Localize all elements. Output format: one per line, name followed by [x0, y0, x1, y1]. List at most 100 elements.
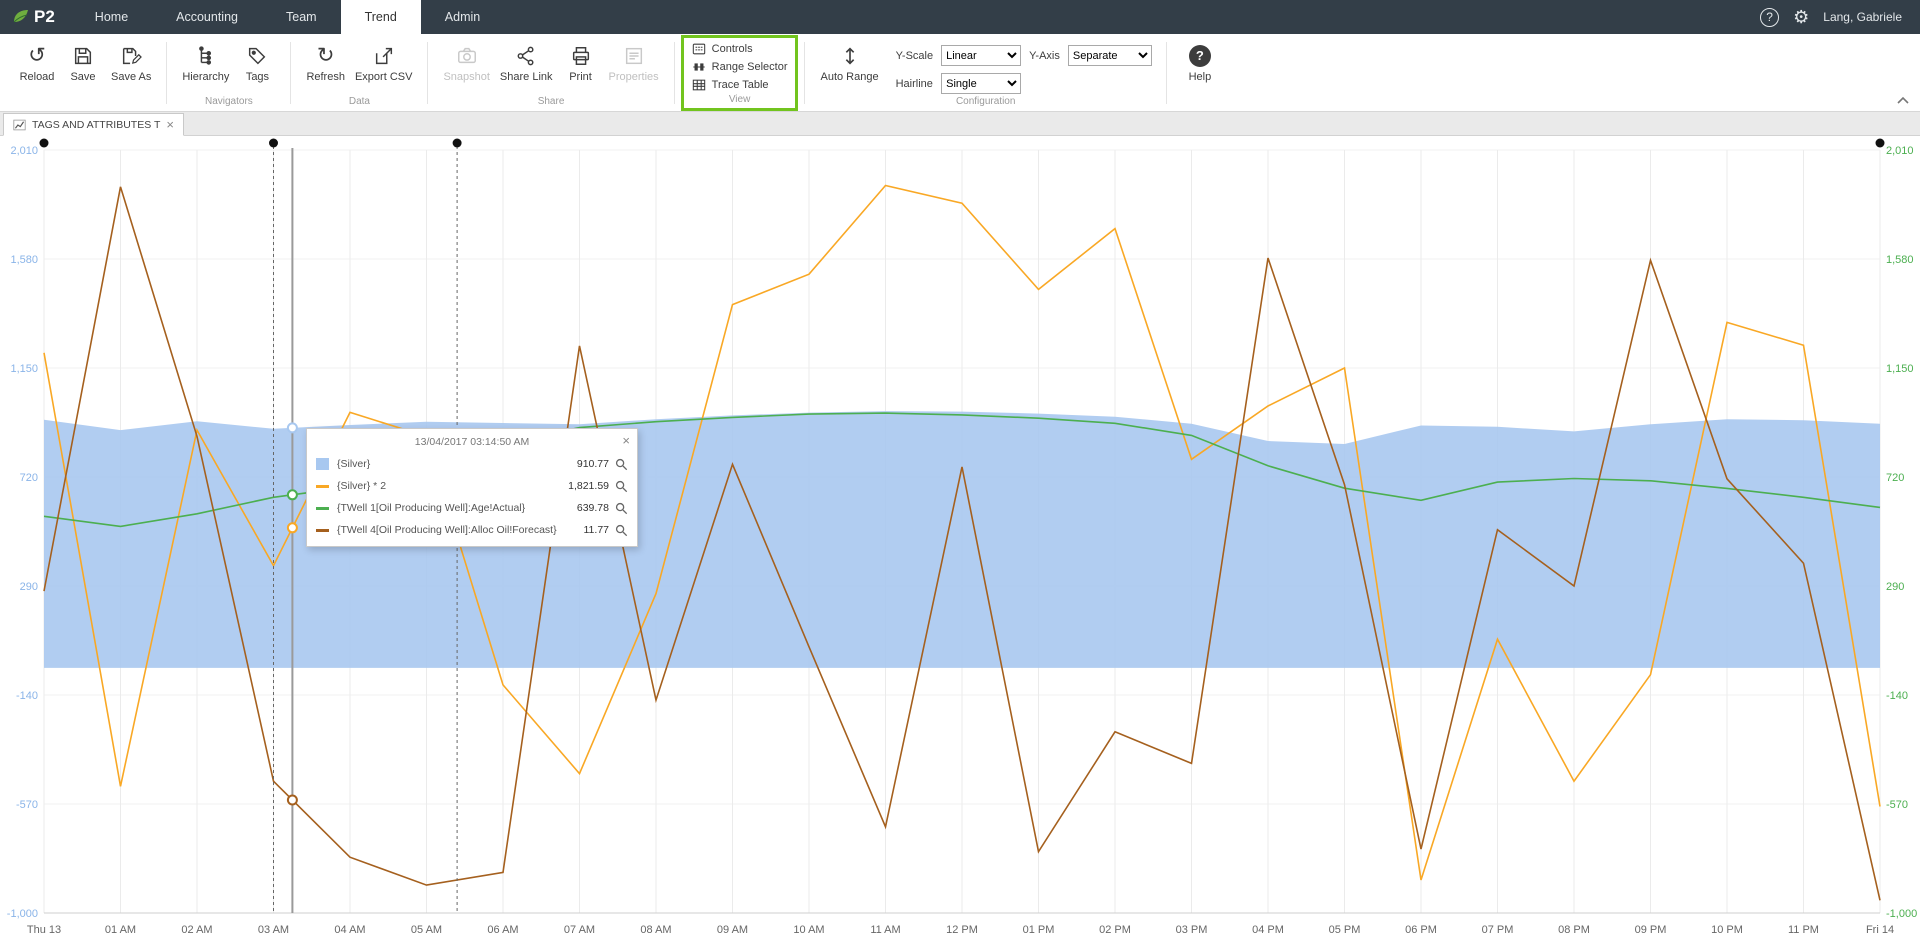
ribbon-separator — [166, 42, 167, 104]
tab-tags-and-attributes[interactable]: TAGS AND ATTRIBUTES T × — [3, 113, 184, 136]
x-axis-label: Fri 14 — [1866, 924, 1894, 936]
share-link-button[interactable]: Share Link — [495, 37, 558, 83]
export-csv-button[interactable]: Export CSV — [350, 37, 417, 83]
group-label-view: View — [692, 94, 788, 109]
share-icon — [515, 42, 537, 69]
auto-range-button[interactable]: Auto Range — [815, 37, 883, 83]
y-axis-label-right: 2,010 — [1886, 145, 1914, 157]
y-axis-label-left: 2,010 — [10, 145, 38, 157]
y-scale-label: Y-Scale — [896, 50, 934, 62]
ribbon-toolbar: ↺ Reload Save Save As — [0, 34, 1920, 112]
refresh-button[interactable]: ↻ Refresh — [301, 37, 350, 83]
range-selector-icon — [692, 60, 706, 74]
y-axis-label-left: -570 — [16, 799, 38, 811]
hairline-marker — [288, 490, 297, 499]
x-axis-label: 02 PM — [1099, 924, 1131, 936]
x-axis-label: 01 AM — [105, 924, 136, 936]
x-axis-label: 04 AM — [334, 924, 365, 936]
ribbon-group-view-highlighted: Controls Range Selector Trace Table View — [681, 35, 799, 111]
hierarchy-button[interactable]: Hierarchy — [177, 37, 234, 83]
menu-item-admin[interactable]: Admin — [421, 0, 504, 34]
hairline-marker — [288, 523, 297, 532]
view-range-selector-toggle[interactable]: Range Selector — [692, 58, 788, 76]
main-menu: Home Accounting Team Trend Admin — [71, 0, 504, 34]
twell4-swatch — [316, 529, 329, 532]
tooltip-row-silver: {Silver} 910.77 — [307, 453, 637, 475]
export-icon — [373, 42, 395, 69]
tab-label: TAGS AND ATTRIBUTES T — [32, 119, 160, 131]
gear-icon[interactable]: ⚙ — [1793, 8, 1809, 26]
save-button[interactable]: Save — [60, 37, 106, 83]
refresh-icon: ↻ — [317, 42, 335, 69]
y-axis-label-left: -1,000 — [7, 908, 38, 920]
y-axis-select[interactable]: Separate — [1068, 45, 1152, 66]
ribbon-group-help: ? Help — [1169, 35, 1231, 111]
snapshot-button: Snapshot — [438, 37, 494, 83]
range-edge-handle[interactable] — [1876, 139, 1885, 148]
x-axis-label: 08 PM — [1558, 924, 1590, 936]
y-scale-select[interactable]: Linear — [941, 45, 1021, 66]
view-controls-toggle[interactable]: Controls — [692, 40, 753, 58]
hairline-tooltip: 13/04/2017 03:14:50 AM × {Silver} 910.77… — [306, 428, 638, 547]
x-axis-label: 01 PM — [1023, 924, 1055, 936]
hierarchy-icon — [195, 42, 217, 69]
ribbon-group-share: Snapshot Share Link Print — [430, 35, 671, 111]
x-axis-label: 02 AM — [181, 924, 212, 936]
x-axis-label: 03 AM — [258, 924, 289, 936]
trend-chart-icon — [13, 119, 26, 131]
magnifier-icon[interactable] — [615, 480, 628, 493]
tab-close-icon[interactable]: × — [166, 118, 174, 131]
y-axis-label-left: 290 — [20, 581, 38, 593]
properties-icon — [623, 42, 645, 69]
hairline-select[interactable]: Single — [941, 73, 1021, 94]
trace-table-icon — [692, 78, 706, 92]
group-label-data: Data — [301, 96, 417, 111]
topbar-right: ? ⚙ Lang, Gabriele — [1760, 0, 1920, 34]
p2-logo-text: P2 — [34, 7, 55, 27]
x-axis-label: 08 AM — [640, 924, 671, 936]
menu-item-home[interactable]: Home — [71, 0, 152, 34]
tooltip-timestamp: 13/04/2017 03:14:50 AM — [307, 429, 637, 453]
collapse-ribbon-button[interactable] — [1896, 95, 1910, 105]
menu-item-accounting[interactable]: Accounting — [152, 0, 262, 34]
silver-x2-swatch — [316, 485, 329, 488]
range-edge-handle[interactable] — [40, 139, 49, 148]
y-axis-label-right: -140 — [1886, 690, 1908, 702]
help-icon[interactable]: ? — [1760, 8, 1779, 27]
x-axis-label: 06 AM — [487, 924, 518, 936]
trend-chart-area: 2,0102,0101,5801,5801,1501,1507207202902… — [0, 136, 1920, 949]
reload-button[interactable]: ↺ Reload — [14, 37, 60, 83]
group-label-navigators: Navigators — [177, 96, 280, 111]
save-as-icon — [120, 42, 142, 69]
tooltip-row-silver-x2: {Silver} * 2 1,821.59 — [307, 475, 637, 497]
menu-item-trend[interactable]: Trend — [341, 0, 421, 34]
reload-icon: ↺ — [28, 42, 46, 69]
help-button[interactable]: ? Help — [1177, 37, 1223, 83]
save-icon — [72, 42, 94, 69]
range-selector-handle[interactable] — [453, 139, 462, 148]
menu-item-team[interactable]: Team — [262, 0, 341, 34]
trend-chart[interactable]: 2,0102,0101,5801,5801,1501,1507207202902… — [0, 136, 1920, 949]
tooltip-close-icon[interactable]: × — [622, 434, 630, 447]
x-axis-label: 05 AM — [411, 924, 442, 936]
print-button[interactable]: Print — [558, 37, 604, 83]
magnifier-icon[interactable] — [615, 524, 628, 537]
user-name[interactable]: Lang, Gabriele — [1823, 10, 1902, 24]
view-trace-table-toggle[interactable]: Trace Table — [692, 76, 769, 94]
magnifier-icon[interactable] — [615, 458, 628, 471]
range-selector-handle[interactable] — [269, 139, 278, 148]
y-axis-label-left: -140 — [16, 690, 38, 702]
ribbon-separator — [290, 42, 291, 104]
tooltip-row-twell1: {TWell 1[Oil Producing Well]:Age!Actual}… — [307, 497, 637, 519]
x-axis-label: 05 PM — [1329, 924, 1361, 936]
hairline-label: Hairline — [896, 78, 934, 90]
tags-button[interactable]: Tags — [234, 37, 280, 83]
ribbon-group-navigators: Hierarchy Tags Navigators — [169, 35, 288, 111]
hairline-marker — [288, 796, 297, 805]
save-as-button[interactable]: Save As — [106, 37, 156, 83]
p2-leaf-icon — [10, 6, 32, 28]
magnifier-icon[interactable] — [615, 502, 628, 515]
configuration-fields: Y-Scale Linear Y-Axis Separate Hairline … — [896, 45, 1152, 94]
ribbon-group-data: ↻ Refresh Export CSV Data — [293, 35, 425, 111]
hairline-marker — [288, 423, 297, 432]
